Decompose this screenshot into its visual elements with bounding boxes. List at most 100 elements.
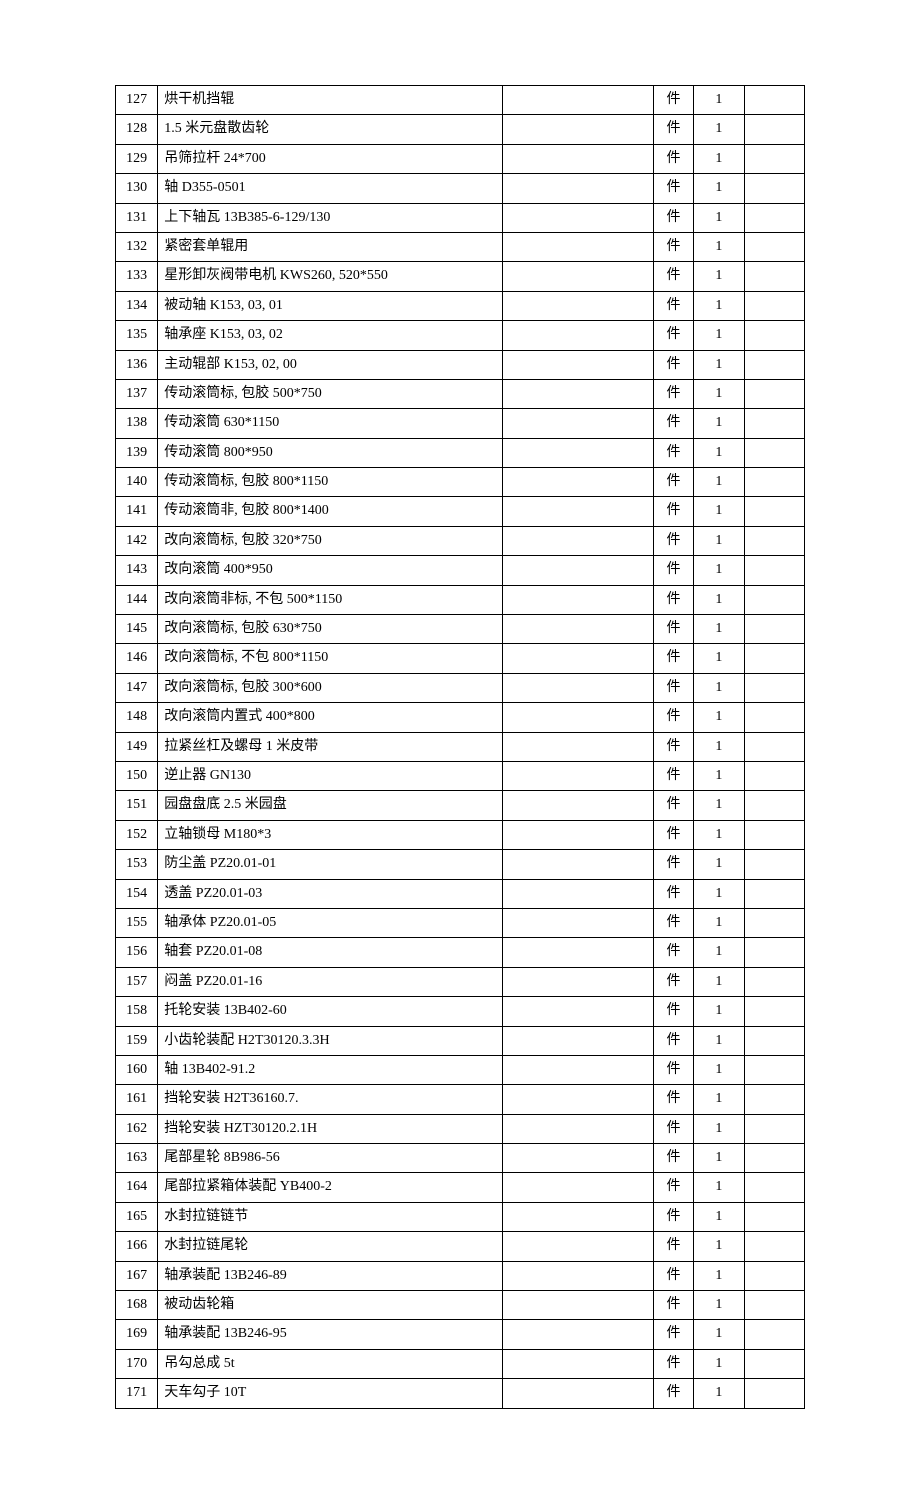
- row-unit: 件: [653, 1261, 693, 1290]
- table-row: 143改向滚筒 400*950件1: [116, 556, 805, 585]
- row-empty: [502, 908, 653, 937]
- row-quantity: 1: [694, 1173, 744, 1202]
- row-tail: [744, 732, 804, 761]
- row-unit: 件: [653, 997, 693, 1026]
- table-row: 142改向滚筒标, 包胶 320*750件1: [116, 526, 805, 555]
- row-tail: [744, 86, 804, 115]
- row-quantity: 1: [694, 203, 744, 232]
- row-empty: [502, 1349, 653, 1378]
- row-description: 吊筛拉杆 24*700: [158, 144, 503, 173]
- row-number: 134: [116, 291, 158, 320]
- table-row: 132紧密套单辊用件1: [116, 232, 805, 261]
- row-number: 166: [116, 1232, 158, 1261]
- row-tail: [744, 967, 804, 996]
- table-row: 160轴 13B402-91.2件1: [116, 1055, 805, 1084]
- row-description: 上下轴瓦 13B385-6-129/130: [158, 203, 503, 232]
- row-empty: [502, 1144, 653, 1173]
- row-description: 吊勾总成 5t: [158, 1349, 503, 1378]
- table-row: 164尾部拉紧箱体装配 YB400-2件1: [116, 1173, 805, 1202]
- row-quantity: 1: [694, 1144, 744, 1173]
- row-number: 168: [116, 1291, 158, 1320]
- row-unit: 件: [653, 203, 693, 232]
- row-quantity: 1: [694, 1202, 744, 1231]
- row-quantity: 1: [694, 938, 744, 967]
- row-number: 139: [116, 438, 158, 467]
- row-description: 改向滚筒 400*950: [158, 556, 503, 585]
- row-empty: [502, 1379, 653, 1408]
- row-quantity: 1: [694, 1026, 744, 1055]
- row-number: 149: [116, 732, 158, 761]
- table-row: 144改向滚筒非标, 不包 500*1150件1: [116, 585, 805, 614]
- row-description: 烘干机挡辊: [158, 86, 503, 115]
- row-tail: [744, 791, 804, 820]
- row-empty: [502, 174, 653, 203]
- row-number: 153: [116, 850, 158, 879]
- row-empty: [502, 350, 653, 379]
- table-row: 162挡轮安装 HZT30120.2.1H件1: [116, 1114, 805, 1143]
- row-unit: 件: [653, 791, 693, 820]
- row-unit: 件: [653, 908, 693, 937]
- row-unit: 件: [653, 291, 693, 320]
- row-description: 轴承座 K153, 03, 02: [158, 321, 503, 350]
- row-description: 改向滚筒标, 包胶 630*750: [158, 615, 503, 644]
- row-quantity: 1: [694, 585, 744, 614]
- row-quantity: 1: [694, 497, 744, 526]
- row-description: 改向滚筒非标, 不包 500*1150: [158, 585, 503, 614]
- row-tail: [744, 556, 804, 585]
- row-unit: 件: [653, 321, 693, 350]
- row-tail: [744, 908, 804, 937]
- row-number: 141: [116, 497, 158, 526]
- row-quantity: 1: [694, 350, 744, 379]
- row-description: 紧密套单辊用: [158, 232, 503, 261]
- row-unit: 件: [653, 1291, 693, 1320]
- row-description: 轴套 PZ20.01-08: [158, 938, 503, 967]
- row-tail: [744, 1291, 804, 1320]
- row-unit: 件: [653, 350, 693, 379]
- row-quantity: 1: [694, 761, 744, 790]
- row-quantity: 1: [694, 379, 744, 408]
- row-tail: [744, 644, 804, 673]
- row-description: 星形卸灰阀带电机 KWS260, 520*550: [158, 262, 503, 291]
- row-number: 147: [116, 673, 158, 702]
- table-row: 133星形卸灰阀带电机 KWS260, 520*550件1: [116, 262, 805, 291]
- row-tail: [744, 1173, 804, 1202]
- row-number: 142: [116, 526, 158, 555]
- row-description: 立轴锁母 M180*3: [158, 820, 503, 849]
- row-number: 160: [116, 1055, 158, 1084]
- row-description: 防尘盖 PZ20.01-01: [158, 850, 503, 879]
- row-number: 164: [116, 1173, 158, 1202]
- row-empty: [502, 1232, 653, 1261]
- table-row: 153防尘盖 PZ20.01-01件1: [116, 850, 805, 879]
- row-tail: [744, 115, 804, 144]
- row-empty: [502, 1026, 653, 1055]
- row-unit: 件: [653, 438, 693, 467]
- table-row: 148改向滚筒内置式 400*800件1: [116, 703, 805, 732]
- row-number: 131: [116, 203, 158, 232]
- row-unit: 件: [653, 468, 693, 497]
- row-unit: 件: [653, 967, 693, 996]
- table-row: 140传动滚筒标, 包胶 800*1150件1: [116, 468, 805, 497]
- row-empty: [502, 703, 653, 732]
- row-description: 挡轮安装 HZT30120.2.1H: [158, 1114, 503, 1143]
- table-row: 158托轮安装 13B402-60件1: [116, 997, 805, 1026]
- table-row: 165水封拉链链节件1: [116, 1202, 805, 1231]
- row-empty: [502, 115, 653, 144]
- row-description: 挡轮安装 H2T36160.7.: [158, 1085, 503, 1114]
- table-row: 137传动滚筒标, 包胶 500*750件1: [116, 379, 805, 408]
- row-empty: [502, 438, 653, 467]
- row-unit: 件: [653, 1173, 693, 1202]
- row-tail: [744, 1055, 804, 1084]
- row-empty: [502, 1114, 653, 1143]
- row-tail: [744, 1202, 804, 1231]
- row-number: 169: [116, 1320, 158, 1349]
- row-quantity: 1: [694, 850, 744, 879]
- table-body: 127烘干机挡辊件11281.5 米元盘散齿轮件1129吊筛拉杆 24*700件…: [116, 86, 805, 1409]
- row-quantity: 1: [694, 262, 744, 291]
- row-quantity: 1: [694, 820, 744, 849]
- row-empty: [502, 791, 653, 820]
- table-row: 151园盘盘底 2.5 米园盘件1: [116, 791, 805, 820]
- row-tail: [744, 938, 804, 967]
- table-row: 170吊勾总成 5t件1: [116, 1349, 805, 1378]
- row-description: 被动轴 K153, 03, 01: [158, 291, 503, 320]
- row-quantity: 1: [694, 438, 744, 467]
